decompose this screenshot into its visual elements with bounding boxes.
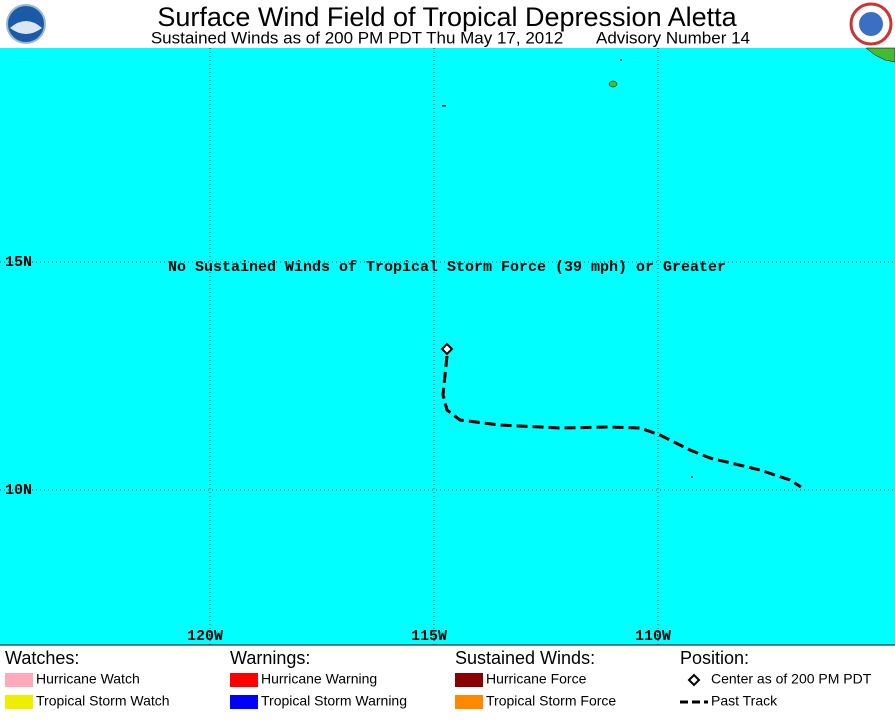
lon-label: 115W	[411, 628, 447, 645]
advisory: Advisory Number 14	[596, 28, 750, 47]
island	[691, 476, 693, 478]
legend-swatch	[5, 695, 33, 709]
legend-title: Watches:	[5, 648, 79, 668]
legend-swatch	[5, 673, 33, 687]
island	[608, 80, 618, 88]
legend-swatch	[230, 695, 258, 709]
legend-swatch	[230, 673, 258, 687]
legend: Watches: Hurricane Watch Tropical Storm Wa…	[5, 648, 872, 709]
lat-label: 10N	[5, 482, 32, 499]
nws-logo-center	[859, 12, 883, 36]
legend-diamond	[687, 673, 701, 687]
legend-item: Hurricane Watch	[36, 671, 140, 687]
storm-center	[440, 342, 454, 356]
legend-title: Sustained Winds:	[455, 648, 595, 668]
past-track	[441, 355, 802, 489]
legend-item: Center as of 200 PM PDT	[711, 671, 872, 687]
land	[865, 47, 895, 63]
legend-item: Past Track	[711, 693, 778, 709]
legend-swatch	[455, 695, 483, 709]
legend-title: Position:	[680, 648, 749, 668]
message: No Sustained Winds of Tropical Storm For…	[168, 259, 726, 276]
legend-item: Tropical Storm Force	[486, 693, 616, 709]
legend-item: Tropical Storm Warning	[261, 693, 407, 709]
island	[442, 105, 446, 107]
island	[620, 59, 622, 61]
legend-item: Hurricane Force	[486, 671, 587, 687]
legend-swatch	[455, 673, 483, 687]
lat-label: 15N	[5, 254, 32, 271]
lon-label: 110W	[635, 628, 671, 645]
title: Surface Wind Field of Tropical Depressio…	[157, 2, 737, 32]
noaa-logo-wave	[10, 21, 42, 34]
legend-item: Hurricane Warning	[261, 671, 377, 687]
legend-title: Warnings:	[230, 648, 310, 668]
legend-item: Tropical Storm Watch	[36, 693, 170, 709]
subtitle: Sustained Winds as of 200 PM PDT Thu May…	[151, 28, 563, 47]
lon-label: 120W	[187, 628, 223, 645]
